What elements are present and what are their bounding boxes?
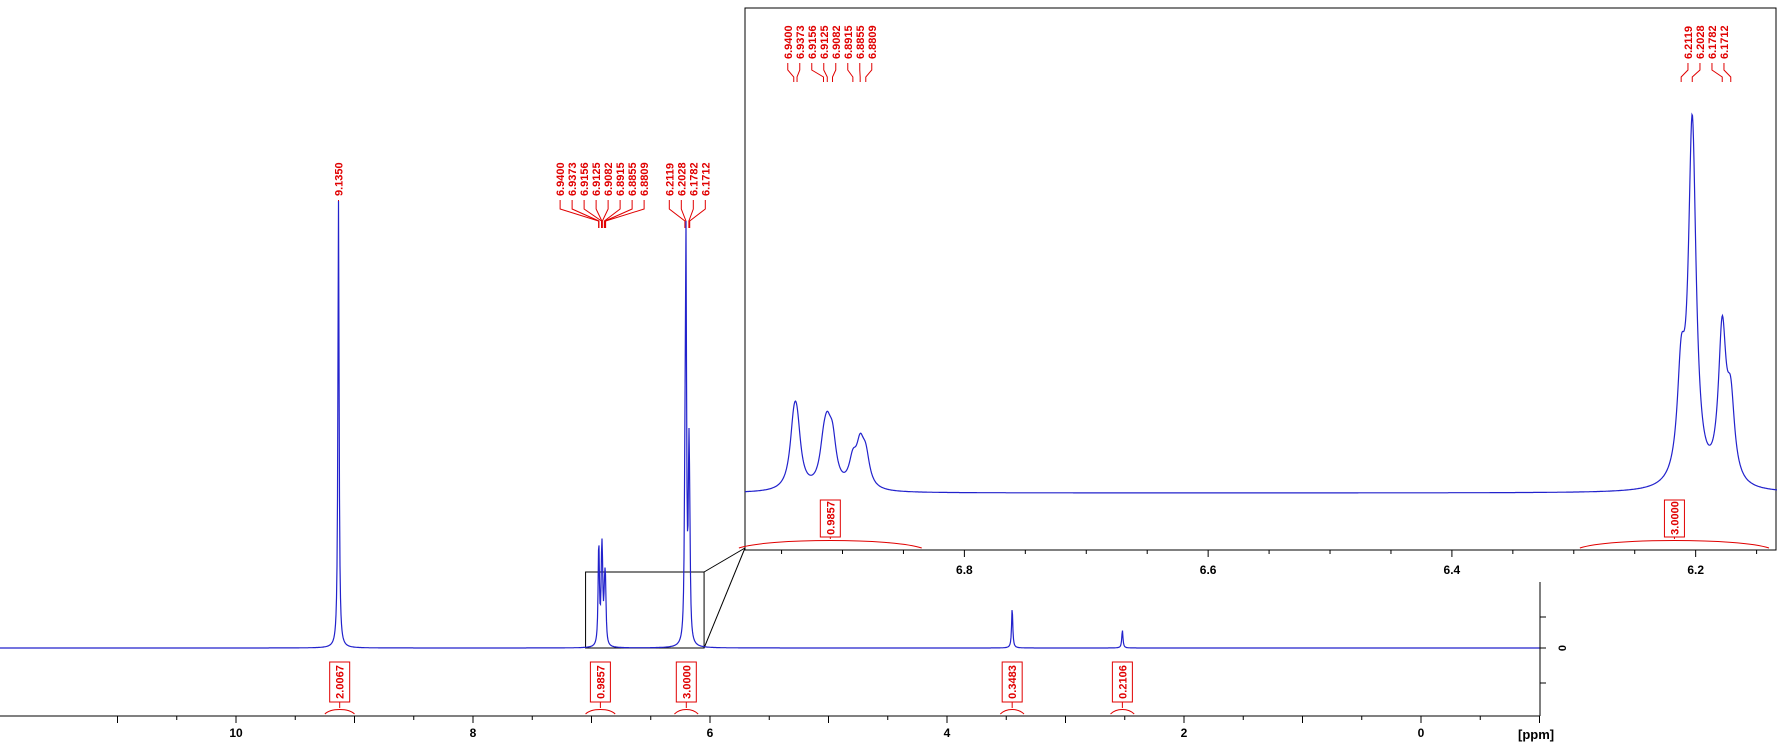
integral-value: 0.9857 [595, 665, 607, 699]
integral-box [1001, 661, 1023, 703]
peak-label: 9.1350 [334, 162, 346, 196]
inset-peak-leader [796, 63, 801, 82]
zoom-connector [703, 547, 746, 573]
peak-label: 6.9400 [555, 162, 567, 196]
x-tick-label: 0 [1418, 726, 1425, 740]
inset-integral-box [819, 499, 841, 538]
inset-peak-label: 6.9400 [783, 25, 795, 59]
integral-box [1111, 661, 1133, 703]
inset-peak-leader [832, 63, 837, 82]
inset-peak-label: 6.8809 [867, 25, 879, 59]
integral-curve [999, 709, 1025, 715]
peak-label: 6.8915 [615, 162, 627, 196]
inset-peak-leader [1711, 63, 1723, 82]
inset-peak-label: 6.1712 [1719, 25, 1731, 59]
zoom-connector [703, 547, 746, 649]
inset-peak-label: 6.8915 [843, 25, 855, 59]
inset-border [744, 7, 1777, 551]
axes: 0 10 8 6 4 2 0 [0, 582, 1569, 740]
inset-x-tick-label: 6.4 [1444, 563, 1461, 577]
peak-label: 6.2119 [664, 163, 676, 196]
inset-peak-leader [865, 63, 873, 82]
inset-peak-label: 6.2119 [1683, 26, 1695, 59]
peak-leader [604, 200, 633, 228]
integral-box [675, 661, 697, 703]
inset-integral-curve [1579, 540, 1770, 549]
x-tick-label: 8 [470, 726, 477, 740]
inset-peak-leader [1680, 63, 1689, 82]
inset-integral-box [1663, 499, 1685, 538]
peak-label: 6.9082 [603, 162, 615, 196]
integral-curve [1110, 709, 1135, 715]
peak-leader [603, 200, 621, 228]
inset-integral-value: 3.0000 [1669, 501, 1681, 535]
peak-leader [601, 200, 609, 228]
inset-annotations: 0.9857 3.0000 6.9400 6.9373 6.9156 6.9125 6.90… [738, 25, 1770, 549]
integral-value: 2.0067 [335, 665, 347, 699]
inset-peak-leader [847, 63, 854, 82]
inset-x-tick-label: 6.6 [1200, 563, 1217, 577]
inset-peak-leader [811, 63, 824, 82]
x-tick-label: 4 [944, 726, 951, 740]
inset-peak-label: 6.9125 [819, 25, 831, 59]
integral-value: 0.2106 [1117, 665, 1129, 699]
zoom-inset: 6.8 6.6 6.4 6.2 [585, 7, 1777, 649]
inset-spectrum-trace [745, 112, 1777, 494]
inset-peak-label: 6.2028 [1695, 25, 1707, 59]
inset-peak-label: 6.1782 [1707, 25, 1719, 59]
peak-leader [668, 200, 686, 228]
inset-peak-leader [1691, 63, 1701, 82]
peak-label: 6.9125 [591, 162, 603, 196]
inset-integral-value: 0.9857 [825, 501, 837, 535]
peak-label: 6.1782 [688, 162, 700, 196]
peak-label: 6.9373 [567, 162, 579, 196]
x-tick-label: 6 [707, 726, 714, 740]
peak-leader [689, 200, 706, 228]
peak-label: 6.1712 [700, 162, 712, 196]
inset-peak-leader [823, 63, 828, 82]
integral-box [329, 661, 351, 703]
peak-leader [688, 200, 694, 228]
integral-box [589, 661, 611, 703]
peak-label: 6.2028 [676, 162, 688, 196]
integral-value: 3.0000 [681, 665, 693, 699]
inset-peak-leader [787, 63, 795, 82]
inset-x-tick-label: 6.8 [956, 563, 973, 577]
inset-x-tick-label: 6.2 [1687, 563, 1704, 577]
spectrum-trace [0, 200, 1540, 649]
integral-curve [585, 709, 616, 715]
x-tick-label: 2 [1181, 726, 1188, 740]
x-tick-label: 10 [229, 726, 243, 740]
y-tick-label: 0 [1557, 645, 1569, 651]
peak-leader [571, 200, 600, 228]
inset-peak-label: 6.9373 [795, 25, 807, 59]
peak-leader [595, 200, 603, 228]
peak-label: 6.8855 [627, 162, 639, 196]
peak-leader [605, 200, 645, 228]
inset-peak-label: 6.8855 [855, 25, 867, 59]
inset-peak-label: 6.9156 [807, 25, 819, 59]
inset-integral-curve [738, 540, 922, 549]
x-axis-label: [ppm] [1518, 727, 1554, 742]
integral-value: 0.3483 [1007, 665, 1019, 699]
main-annotations: 2.0067 0.9857 3.0000 0.3483 0.2106 9.1350 6.94… [324, 162, 1135, 715]
inset-peak-leader [1723, 63, 1732, 82]
inset-peak-label: 6.9082 [831, 25, 843, 59]
peak-label: 6.8809 [639, 162, 651, 196]
integral-curve [324, 709, 355, 715]
integral-curve [674, 709, 699, 715]
peak-label: 6.9156 [579, 162, 591, 196]
